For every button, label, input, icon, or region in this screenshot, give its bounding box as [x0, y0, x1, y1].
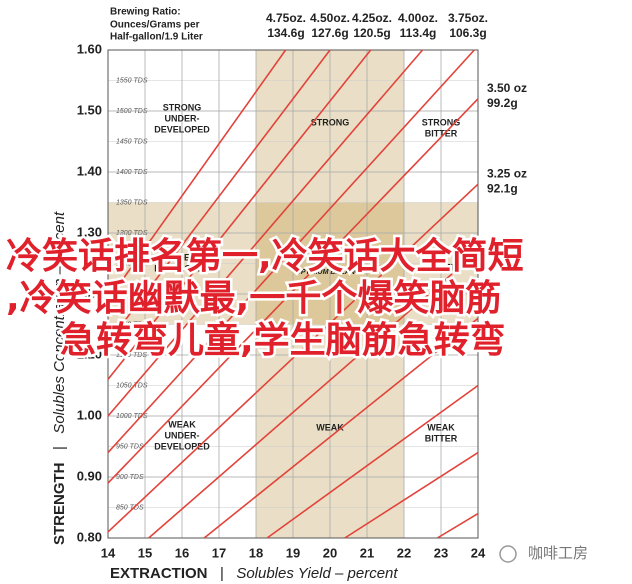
y-tick-label: 1.20 — [77, 285, 102, 300]
ratio-line — [344, 451, 479, 539]
y-tick-label: 1.40 — [77, 163, 102, 178]
ratio-line — [266, 384, 479, 539]
ratio-ounces: 3.25 oz — [487, 166, 527, 180]
ratio-line — [107, 98, 479, 484]
watermark-icon — [499, 545, 517, 563]
tds-label: 850 TDS — [116, 504, 144, 511]
y-tick-label: 1.50 — [77, 102, 102, 117]
ratio-line — [107, 49, 475, 454]
ratio-ounces: 4.75oz. — [266, 11, 306, 25]
overlay: 冷笑话排名第一,冷笑话大全简短,冷笑话幽默最,一千个爆笑脑筋急转弯儿童,学生脑筋… — [4, 233, 527, 364]
y-tick-label: 1.10 — [77, 346, 102, 361]
overlay-text: ,冷笑话幽默最,一千个爆笑脑筋 — [6, 278, 501, 319]
ratio-line — [107, 49, 287, 301]
ratio-line — [107, 49, 331, 344]
overlay-text: 急转弯儿童,学生脑筋急转弯 — [60, 319, 506, 361]
x-title-main: EXTRACTION — [110, 565, 208, 582]
tds-label: 950 TDS — [116, 443, 144, 450]
ratio-grams: 113.4g — [400, 26, 437, 40]
ratio-ounces: 3.50 oz — [487, 81, 527, 95]
zone-label: STRONG — [311, 117, 350, 127]
x-tick-label: 20 — [323, 545, 337, 560]
tds-label: 1050 TDS — [116, 382, 148, 389]
zone-label: STRONG — [163, 102, 202, 112]
y-tick-label: 0.80 — [77, 529, 102, 544]
tds-label: 1350 TDS — [116, 199, 148, 206]
zone-label: UNDER- — [165, 113, 200, 123]
x-title-sub: Solubles Yield – percent — [236, 565, 398, 582]
x-tick-label: 24 — [471, 545, 486, 560]
y-title-sub: Solubles Concentration – percent — [51, 211, 68, 434]
plot-frame — [107, 49, 479, 539]
zone-label: STRONG — [422, 117, 461, 127]
ratio-line — [107, 49, 424, 417]
x-tick-label: 14 — [101, 545, 116, 560]
zone-label: BITTER — [425, 433, 458, 443]
x-tick-label: 21 — [360, 545, 374, 560]
x-tick-label: 18 — [249, 545, 263, 560]
y-tick-label: 1.60 — [77, 41, 102, 56]
ratio-grams: 134.6g — [267, 26, 304, 40]
zone-label: DEVELOPED — [154, 124, 210, 134]
ratio-line — [148, 250, 479, 539]
y-tick-label: 1.30 — [77, 224, 102, 239]
x-tick-label: 23 — [434, 545, 448, 560]
zone-label: BITTER — [425, 128, 458, 138]
ratio-ounces: 4.50oz. — [310, 11, 350, 25]
ratio-ounces: 4.25oz. — [352, 11, 392, 25]
ratio-grams: 92.1g — [487, 181, 518, 195]
ratio-grams: 106.3g — [449, 26, 486, 40]
zone-label: OPTIMUM BALANCE — [295, 269, 365, 276]
tds-label: 1250 TDS — [116, 260, 148, 267]
x-axis-title: EXTRACTION | Solubles Yield – percent — [110, 565, 398, 582]
header: Half-gallon/1.9 Liter — [110, 32, 203, 43]
ratio-line — [203, 317, 479, 539]
ratio-ounces: 4.00oz. — [398, 11, 438, 25]
y-title-sep: | — [51, 446, 68, 450]
y-tick-label: 1.00 — [77, 407, 102, 422]
y-tick-label: 0.90 — [77, 468, 102, 483]
y-title-main: STRENGTH — [51, 463, 68, 546]
x-tick-label: 16 — [175, 545, 189, 560]
tds-label: 1450 TDS — [116, 138, 148, 145]
ratio-ounces: 3.75oz. — [448, 11, 488, 25]
zone-label: UNDER- — [165, 252, 200, 262]
ratio-grams: 120.5g — [353, 26, 390, 40]
zone-label: WEAK — [427, 422, 455, 432]
overlay-text: 冷笑话排名第一,冷笑话大全简短 — [6, 235, 524, 277]
zone-label: BITTER — [425, 262, 458, 272]
ratio-line — [436, 512, 479, 539]
ratio-grams: 127.6g — [311, 26, 348, 40]
zone-label: IDEAL — [317, 254, 345, 264]
tds-label: 1550 TDS — [116, 77, 148, 84]
header: Brewing Ratio: — [110, 7, 181, 18]
ratio-grams: 99.2g — [487, 96, 518, 110]
zone-label: DEVELOPED — [154, 441, 210, 451]
x-tick-label: 19 — [286, 545, 300, 560]
ratio-line — [107, 49, 372, 380]
x-tick-label: 15 — [138, 545, 152, 560]
tds-label: 1150 TDS — [116, 321, 147, 328]
y-axis-title: STRENGTH | Solubles Concentration – perc… — [51, 211, 68, 545]
watermark: 咖啡工房 — [528, 545, 588, 562]
x-tick-label: 17 — [212, 545, 226, 560]
ratio-line — [107, 183, 479, 533]
x-tick-label: 22 — [397, 545, 411, 560]
x-title-sep: | — [220, 565, 224, 582]
zone-label: WEAK — [316, 422, 344, 432]
zone-label: WEAK — [168, 419, 196, 429]
zone-label: UNDER- — [165, 430, 200, 440]
header: Ounces/Grams per — [110, 20, 200, 31]
zone-label: DEVELOPED — [154, 263, 210, 273]
